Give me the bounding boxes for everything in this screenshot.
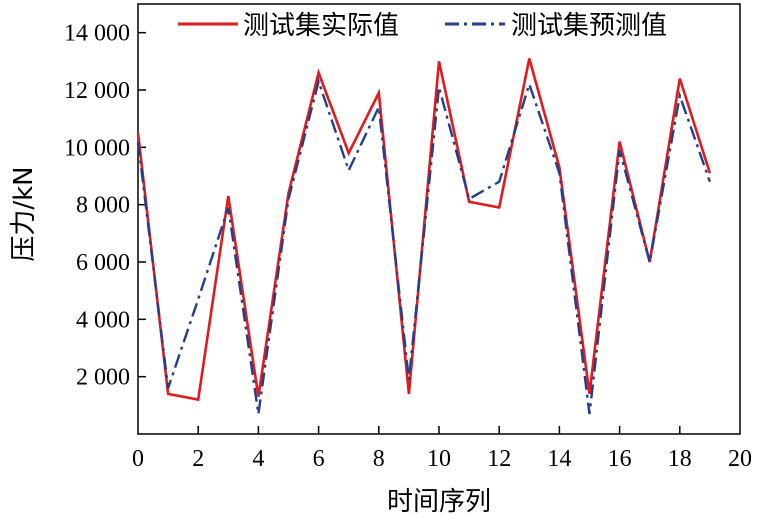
legend: 测试集实际值 测试集预测值 [178, 11, 667, 41]
x-tick-label: 16 [608, 446, 632, 472]
y-tick-label: 8 000 [76, 193, 130, 219]
x-tick-label: 18 [668, 446, 692, 472]
legend-label-predicted: 测试集预测值 [511, 11, 667, 41]
series-line-predicted [136, 77, 712, 415]
legend-label-actual: 测试集实际值 [243, 11, 399, 41]
ticks-layer: 0 2 4 6 8 10 12 14 16 18 20 2 000 4 000 6 000 8 000 10 … [64, 21, 752, 472]
y-tick-label: 14 000 [64, 21, 130, 47]
x-tick-label: 0 [132, 446, 144, 472]
x-tick-label: 20 [728, 446, 752, 472]
x-tick-label: 14 [547, 446, 571, 472]
x-tick-label: 2 [192, 446, 204, 472]
y-tick-label: 10 000 [64, 135, 130, 161]
x-tick-label: 6 [313, 446, 325, 472]
y-tick-label: 4 000 [76, 307, 130, 333]
y-axis-title: 压力/kN [9, 166, 39, 261]
series-layer [136, 58, 712, 415]
x-tick-label: 4 [252, 446, 264, 472]
y-tick-label: 6 000 [76, 250, 130, 276]
x-axis-title: 时间序列 [387, 487, 491, 517]
x-tick-label: 8 [373, 446, 385, 472]
y-tick-label: 2 000 [76, 365, 130, 391]
x-tick-label: 10 [427, 446, 451, 472]
y-tick-label: 12 000 [64, 78, 130, 104]
x-tick-label: 12 [487, 446, 511, 472]
